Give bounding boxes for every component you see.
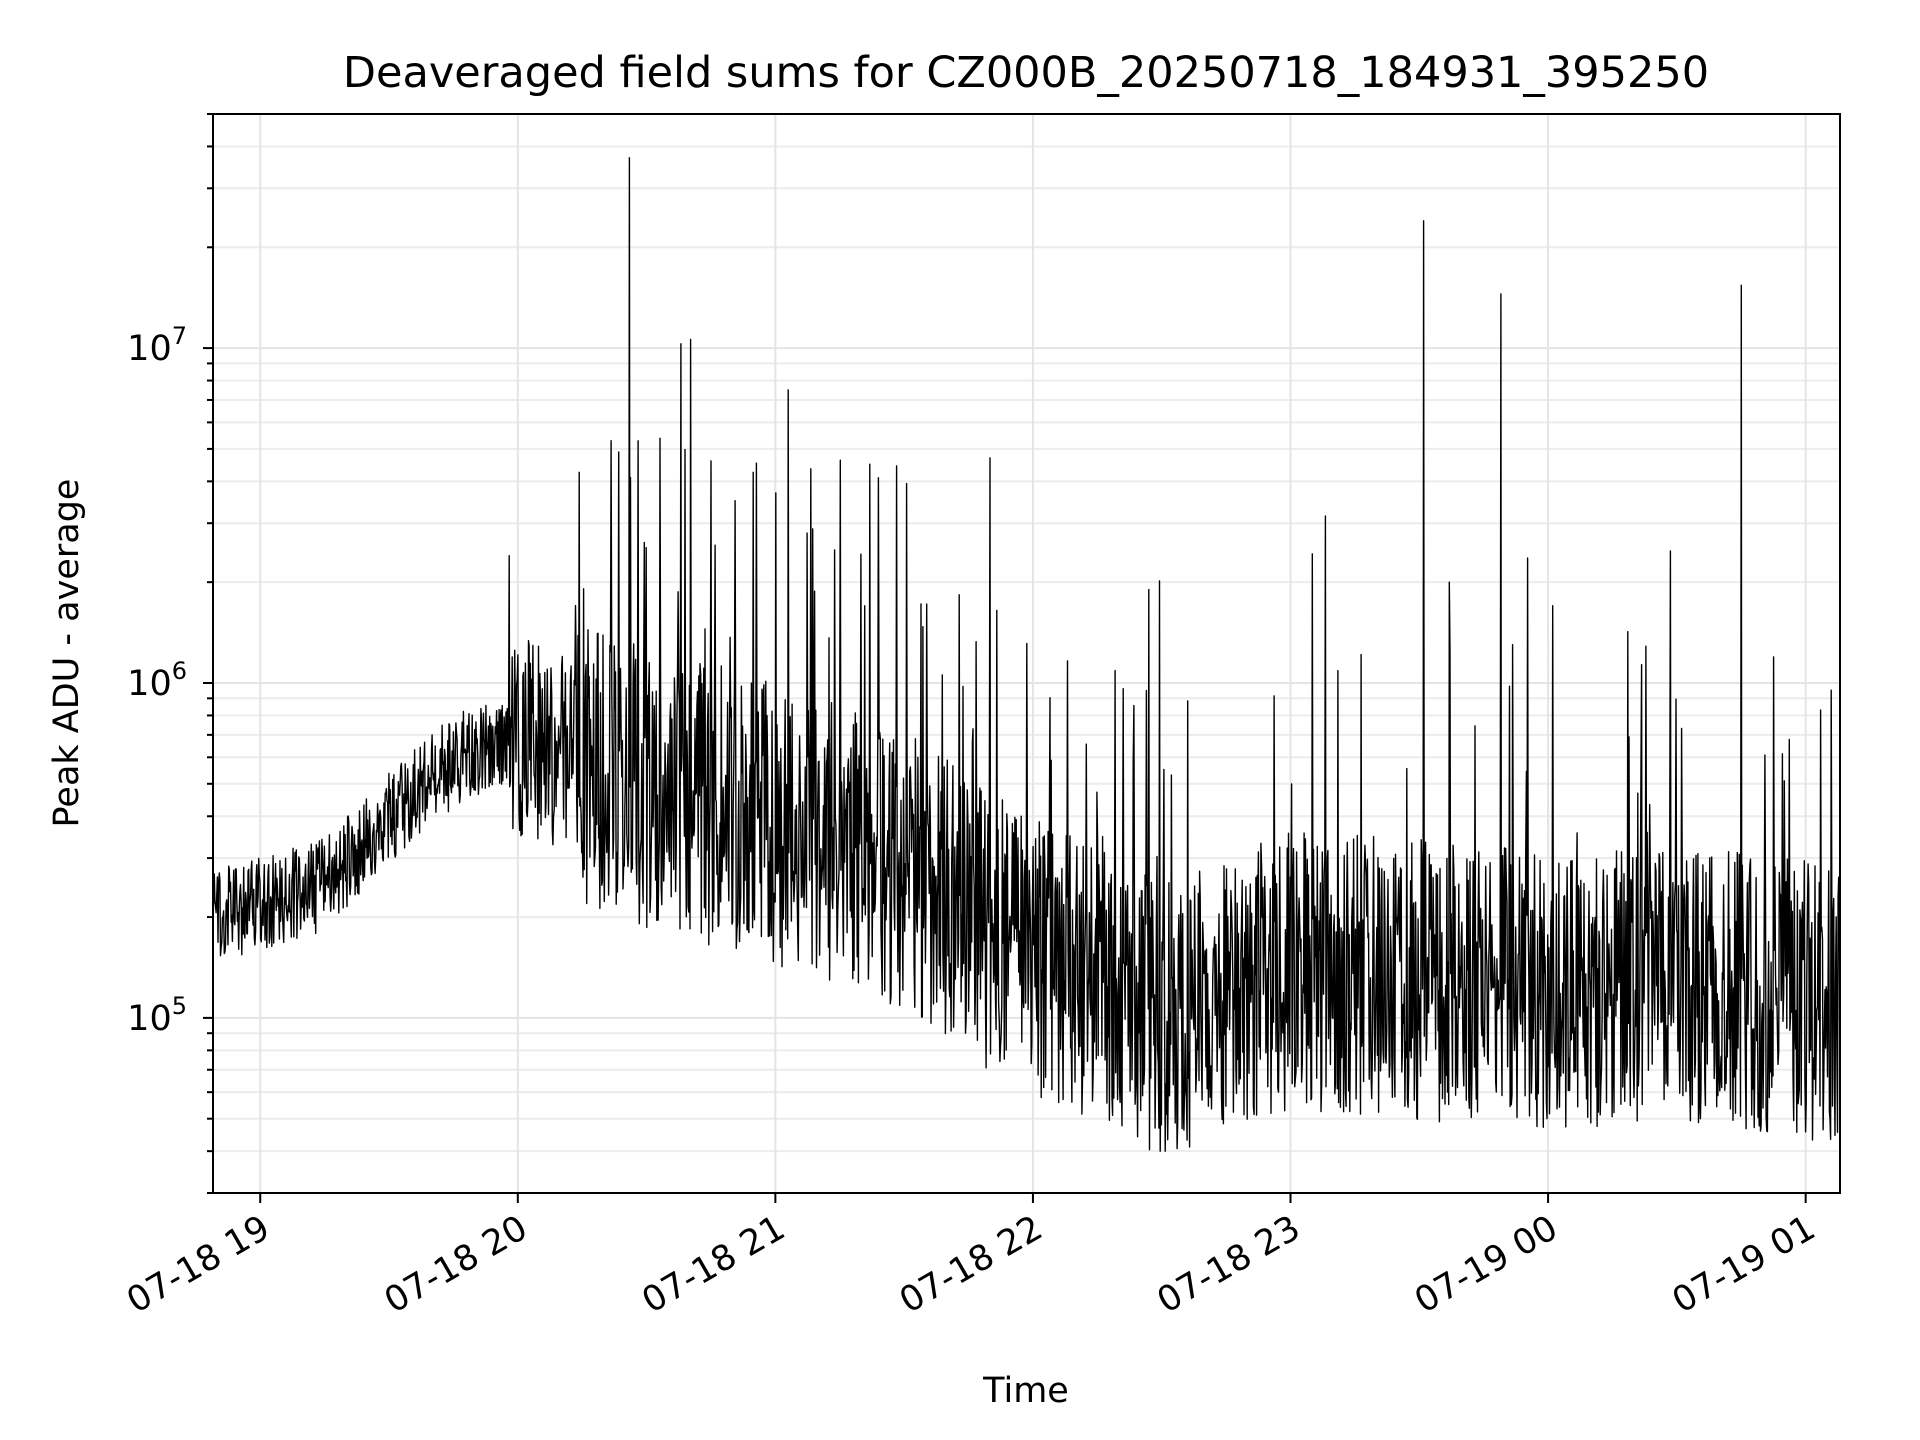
series-line xyxy=(212,157,1841,1152)
x-axis-label: Time xyxy=(982,1371,1069,1411)
chart-title: Deaveraged field sums for CZ000B_2025071… xyxy=(343,48,1709,98)
plot-frame xyxy=(212,113,1841,1194)
x-tick-label: 07-19 00 xyxy=(1408,1208,1564,1321)
y-axis-label: Peak ADU - average xyxy=(47,479,87,828)
x-tick-label: 07-18 23 xyxy=(1151,1208,1307,1321)
x-tick-label: 07-18 22 xyxy=(893,1208,1049,1321)
y-tick-exponent: 6 xyxy=(172,657,187,685)
y-tick-exponent: 7 xyxy=(172,322,187,350)
x-tick-label: 07-18 19 xyxy=(120,1208,276,1321)
y-tick-label: 106 xyxy=(127,657,187,704)
axis-ticks: 07-18 19 07-18 20 07-18 21 07-18 22 07-18 23… xyxy=(120,113,1822,1321)
y-tick-label: 105 xyxy=(127,992,187,1039)
y-tick-label: 107 xyxy=(127,322,187,369)
x-tick-label: 07-18 21 xyxy=(636,1208,792,1321)
y-tick-base: 10 xyxy=(127,664,172,704)
y-tick-exponent: 5 xyxy=(172,992,187,1020)
x-tick-label: 07-19 01 xyxy=(1666,1208,1822,1321)
x-tick-label: 07-18 20 xyxy=(378,1208,534,1321)
y-tick-base: 10 xyxy=(127,329,172,369)
y-tick-base: 10 xyxy=(127,999,172,1039)
